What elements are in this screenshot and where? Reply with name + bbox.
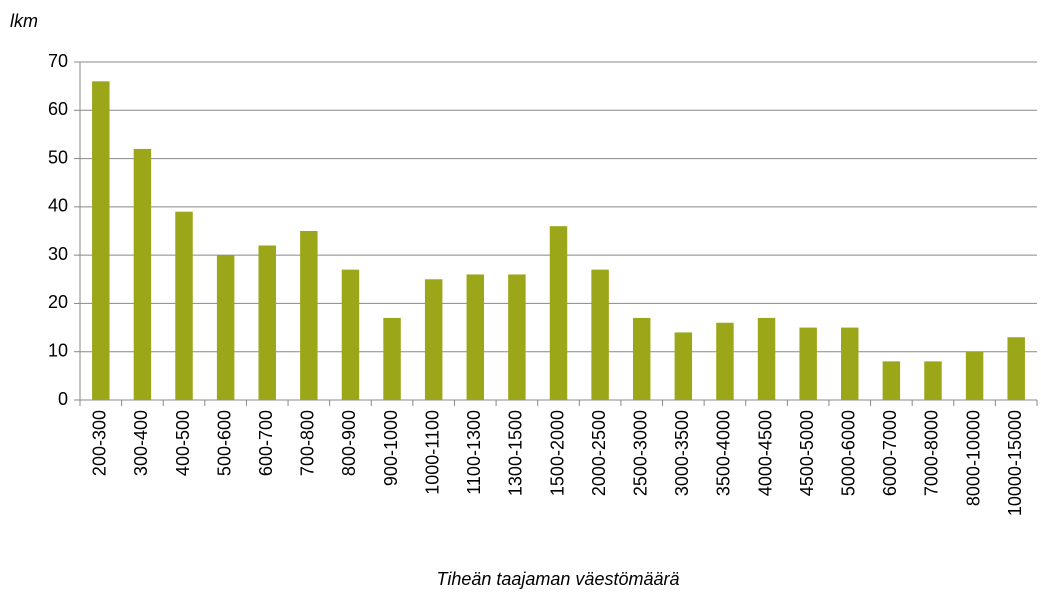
x-tick-label: 200-300	[90, 410, 110, 476]
x-tick-label: 3500-4000	[714, 410, 734, 496]
x-tick-label: 400-500	[173, 410, 193, 476]
x-tick-label: 600-700	[256, 410, 276, 476]
bar	[175, 211, 193, 400]
bar	[508, 274, 526, 400]
bar	[924, 361, 942, 400]
x-tick-label: 700-800	[298, 410, 318, 476]
bar	[300, 231, 318, 400]
bar	[549, 226, 568, 400]
bar	[716, 322, 734, 400]
y-tick-label: 10	[48, 340, 68, 360]
bar	[965, 351, 984, 400]
x-tick-label: 1000-1100	[422, 410, 442, 495]
x-tick-label: 7000-8000	[922, 410, 942, 496]
bar	[424, 279, 443, 400]
bar	[92, 81, 110, 401]
x-tick-label: 1100-1300	[464, 410, 484, 495]
y-tick-label: 0	[58, 389, 68, 409]
x-tick-label: 3000-3500	[672, 410, 692, 496]
x-tick-label: 500-600	[214, 410, 234, 476]
y-tick-label: 70	[48, 51, 68, 71]
x-tick-label: 800-900	[339, 410, 359, 476]
x-tick-label: 300-400	[131, 410, 151, 476]
y-tick-label: 30	[48, 244, 68, 264]
x-tick-label: 1300-1500	[506, 410, 526, 496]
y-tick-label: 50	[48, 147, 68, 167]
x-tick-label: 10000-15000	[1005, 410, 1025, 516]
bar	[841, 327, 859, 400]
y-tick-label: 60	[48, 99, 68, 119]
bar	[757, 317, 776, 400]
bar	[133, 148, 152, 400]
x-tick-label: 5000-6000	[839, 410, 859, 496]
bar	[591, 269, 609, 400]
y-tick-label: 40	[48, 196, 68, 216]
x-tick-label: 6000-7000	[880, 410, 900, 496]
x-tick-label: 4000-4500	[755, 410, 775, 496]
x-tick-label: 8000-10000	[963, 410, 983, 506]
x-tick-label: 2000-2500	[589, 410, 609, 496]
bar	[341, 269, 360, 400]
bar	[632, 317, 651, 400]
x-axis-label: Tiheän taajaman väestömäärä	[437, 569, 680, 589]
x-tick-label: 900-1000	[381, 410, 401, 486]
x-tick-label: 2500-3000	[630, 410, 650, 496]
bar	[674, 332, 693, 400]
bar	[882, 361, 901, 400]
bar	[258, 245, 276, 400]
bar	[1007, 337, 1025, 400]
bar	[383, 317, 401, 400]
bar	[466, 274, 485, 400]
y-axis-label: lkm	[10, 11, 38, 31]
bar	[216, 255, 235, 400]
x-tick-label: 1500-2000	[547, 410, 567, 496]
y-tick-label: 20	[48, 292, 68, 312]
bar	[799, 327, 817, 400]
x-tick-label: 4500-5000	[797, 410, 817, 496]
